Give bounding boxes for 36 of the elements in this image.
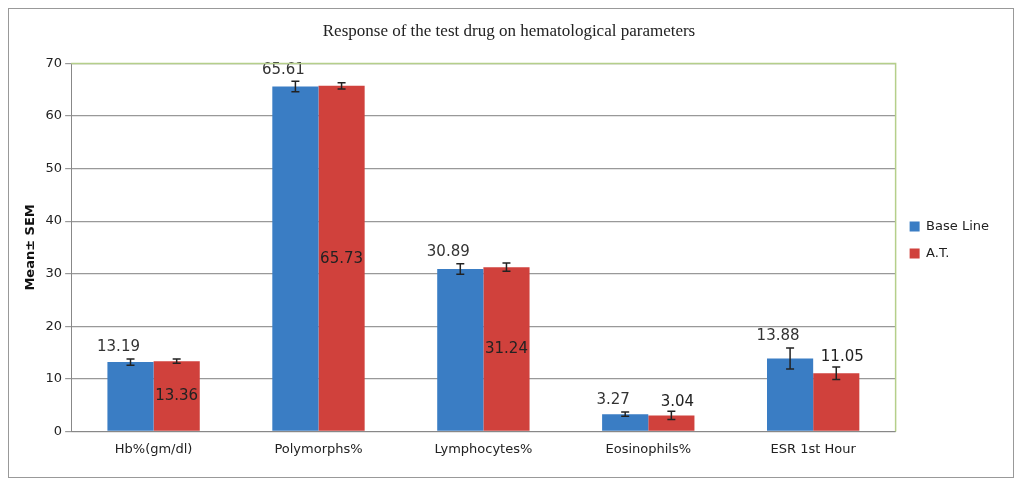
bar (272, 86, 319, 431)
data-label: 13.88 (756, 326, 800, 345)
x-tick-label: Polymorphs% (274, 440, 363, 456)
y-tick-label: 60 (45, 107, 63, 123)
bar (648, 415, 695, 431)
bar (318, 85, 365, 431)
y-tick-label: 70 (45, 54, 63, 70)
x-tick-label: Hb%(gm/dl) (114, 440, 193, 456)
y-axis-title: Mean± SEM (22, 204, 38, 291)
data-label: 30.89 (426, 242, 470, 261)
legend-label: Base Line (926, 217, 990, 233)
bar (107, 362, 154, 431)
data-label: 13.19 (97, 337, 140, 356)
data-label: 13.36 (155, 386, 199, 405)
y-tick-label: 0 (53, 422, 63, 438)
bar (602, 414, 649, 431)
data-label: 65.73 (320, 248, 364, 267)
chart-title: Response of the test drug on hematological parameters (322, 20, 696, 40)
y-tick-label: 50 (45, 159, 63, 175)
bar (767, 358, 814, 431)
data-label: 11.05 (820, 347, 864, 366)
x-tick-label: Lymphocytes% (434, 440, 533, 456)
y-tick-label: 20 (45, 317, 63, 333)
bar (813, 373, 860, 431)
bar (153, 361, 200, 431)
data-label: 31.24 (484, 339, 528, 358)
legend-label: A.T. (926, 244, 950, 260)
data-label: 3.27 (596, 390, 630, 409)
bar (437, 269, 484, 431)
y-tick-label: 30 (45, 265, 63, 281)
data-label: 3.04 (660, 391, 695, 410)
y-tick-label: 40 (45, 212, 63, 228)
x-tick-label: Eosinophils% (605, 440, 692, 456)
x-tick-label: ESR 1st Hour (770, 440, 857, 456)
bar (483, 267, 530, 431)
y-tick-label: 10 (45, 370, 63, 386)
